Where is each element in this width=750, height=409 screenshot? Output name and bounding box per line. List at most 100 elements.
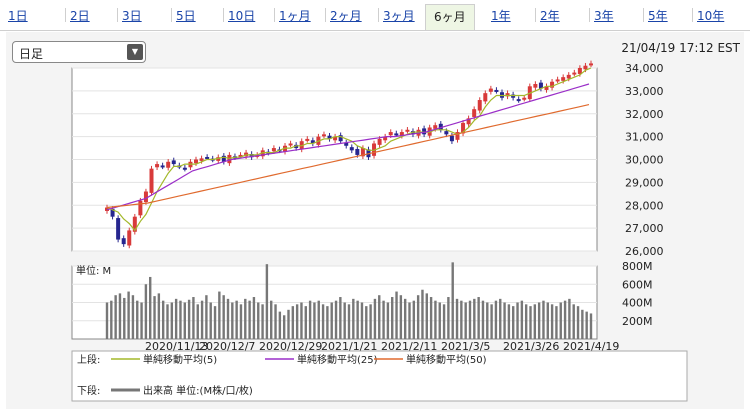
volume-bar xyxy=(166,304,169,339)
volume-bar xyxy=(477,297,480,339)
volume-bar xyxy=(572,304,575,339)
volume-bar xyxy=(144,284,148,339)
volume-bar xyxy=(399,295,403,339)
candle-body xyxy=(394,133,399,136)
candle-body xyxy=(511,94,516,98)
candle-body xyxy=(377,138,382,145)
tab-period-6[interactable]: 2ヶ月 xyxy=(330,9,362,23)
volume-bar xyxy=(585,311,588,339)
volume-bar xyxy=(360,302,364,339)
volume-bar xyxy=(382,300,385,339)
candle-body xyxy=(199,158,204,161)
volume-bar xyxy=(192,297,195,339)
volume-bar xyxy=(464,302,467,339)
volume-bar xyxy=(226,298,230,339)
candle-body xyxy=(477,100,482,111)
candle-body xyxy=(561,77,566,81)
tab-period-13[interactable]: 10年 xyxy=(697,9,725,23)
tab-separator xyxy=(274,8,275,22)
price-tick-label: 26,000 xyxy=(625,245,664,258)
tab-period-1[interactable]: 2日 xyxy=(70,9,90,23)
volume-bar xyxy=(339,297,342,339)
candle-body xyxy=(121,238,126,245)
candle-body xyxy=(466,118,471,125)
candle-body xyxy=(271,148,276,152)
ma25-line xyxy=(106,83,590,211)
volume-bar xyxy=(317,300,320,339)
volume-bar xyxy=(356,300,359,339)
candle-body xyxy=(494,89,499,92)
volume-bar xyxy=(252,297,256,339)
candle-body xyxy=(355,148,360,155)
volume-unit-label: 単位: M xyxy=(76,264,111,277)
tab-period-4[interactable]: 10日 xyxy=(228,9,256,23)
candle-body xyxy=(349,147,354,151)
price-tick-label: 28,000 xyxy=(625,199,664,212)
ma50-line xyxy=(106,104,590,209)
volume-bar xyxy=(533,304,537,339)
interval-select-value: 日足 xyxy=(19,47,44,61)
candle-body xyxy=(405,129,410,132)
volume-bar xyxy=(170,302,174,339)
candle-body xyxy=(283,145,288,152)
candle-body xyxy=(127,230,132,246)
candle-body xyxy=(149,168,154,193)
price-tick-label: 31,000 xyxy=(625,131,664,144)
candle-body xyxy=(138,200,143,216)
candle-body xyxy=(216,157,221,161)
tab-separator xyxy=(643,8,644,22)
x-date-label: 2020/12/7 xyxy=(199,340,255,353)
candle-body xyxy=(583,65,588,70)
tab-period-8[interactable]: 6ヶ月 xyxy=(425,4,475,30)
legend-lower-label: 下段: xyxy=(77,384,100,397)
volume-bar xyxy=(512,306,515,339)
x-date-label: 2020/12/29 xyxy=(259,340,322,353)
volume-bar xyxy=(524,304,528,339)
candle-body xyxy=(483,93,488,102)
candle-body xyxy=(360,148,365,157)
volume-bar xyxy=(231,302,234,339)
volume-bar xyxy=(460,300,463,339)
candle-body xyxy=(344,142,349,146)
candle-body xyxy=(566,74,571,79)
tab-period-0[interactable]: 1日 xyxy=(8,9,28,23)
candle-body xyxy=(221,155,226,162)
volume-bar xyxy=(334,300,338,339)
candle-body xyxy=(544,86,549,90)
tab-period-5[interactable]: 1ヶ月 xyxy=(279,9,311,23)
candle-body xyxy=(461,122,466,134)
tab-period-10[interactable]: 2年 xyxy=(540,9,560,23)
volume-bar xyxy=(218,291,221,339)
tab-separator xyxy=(535,8,536,22)
tab-period-2[interactable]: 3日 xyxy=(122,9,142,23)
tab-period-11[interactable]: 3年 xyxy=(594,9,614,23)
volume-bar xyxy=(149,276,152,339)
candle-body xyxy=(516,99,521,102)
tab-period-3[interactable]: 5日 xyxy=(176,9,196,23)
volume-bar xyxy=(386,302,390,339)
candle-body xyxy=(444,131,449,135)
volume-bar xyxy=(369,304,372,339)
candle-body xyxy=(305,138,310,141)
candle-body xyxy=(143,191,148,203)
volume-bar xyxy=(507,304,511,339)
price-tick-label: 29,000 xyxy=(625,176,664,189)
volume-bar xyxy=(200,300,204,339)
candle-body xyxy=(288,143,293,146)
candle-body xyxy=(555,79,560,82)
candle-body xyxy=(166,161,171,168)
volume-bar xyxy=(503,302,506,339)
volume-bar xyxy=(481,300,485,339)
candle-body xyxy=(155,164,160,168)
tab-period-7[interactable]: 3ヶ月 xyxy=(383,9,415,23)
x-date-label: 2021/2/11 xyxy=(381,340,437,353)
volume-bar xyxy=(300,302,303,339)
tab-period-12[interactable]: 5年 xyxy=(648,9,668,23)
candle-body xyxy=(338,135,343,142)
volume-bar xyxy=(222,295,225,339)
chevron-down-icon[interactable]: ▼ xyxy=(127,44,143,60)
volume-bar xyxy=(114,295,117,339)
period-tabs: 1日 2日 3日 5日 10日 1ヶ月 2ヶ月 3ヶ月 6ヶ月 1年 2年 3年 5年 10年 xyxy=(0,0,750,31)
interval-select[interactable]: 日足 ▼ xyxy=(12,41,146,63)
tab-period-9[interactable]: 1年 xyxy=(491,9,511,23)
